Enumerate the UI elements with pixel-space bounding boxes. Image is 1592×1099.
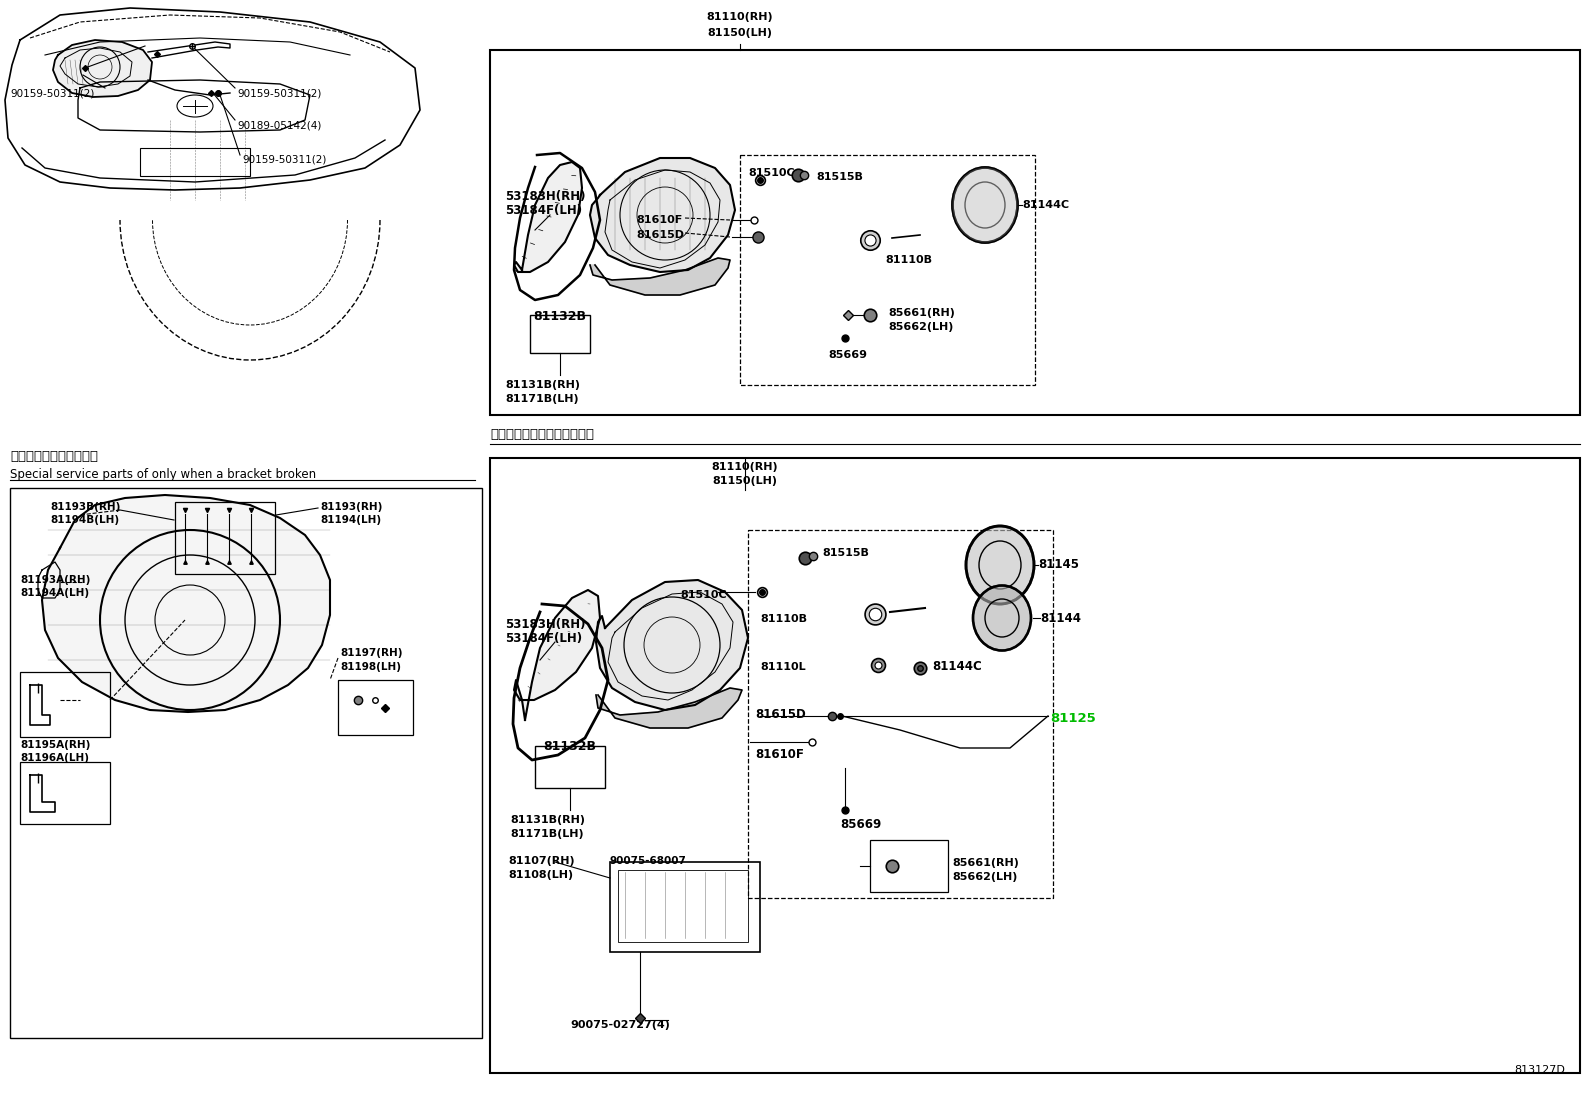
Text: 53183H(RH): 53183H(RH)	[505, 190, 586, 203]
Polygon shape	[41, 495, 330, 712]
Text: 81615D: 81615D	[635, 230, 685, 240]
Text: 90075-68007: 90075-68007	[610, 856, 686, 866]
Bar	[530, 315, 591, 353]
Text: 81150(LH): 81150(LH)	[713, 476, 777, 486]
Bar	[490, 49, 1579, 415]
Bar	[175, 502, 275, 574]
Polygon shape	[514, 590, 600, 720]
Text: 81610F: 81610F	[755, 748, 804, 761]
Text: 81144C: 81144C	[931, 660, 982, 673]
Text: 81196A(LH): 81196A(LH)	[21, 753, 89, 763]
Text: 81193A(RH): 81193A(RH)	[21, 575, 91, 585]
Text: 81171B(LH): 81171B(LH)	[505, 395, 578, 404]
Text: 81132B: 81132B	[533, 310, 586, 323]
Bar	[748, 530, 1052, 898]
Ellipse shape	[952, 167, 1017, 243]
Text: 81131B(RH): 81131B(RH)	[509, 815, 584, 825]
Bar	[140, 148, 250, 176]
Ellipse shape	[966, 526, 1033, 604]
Text: 81145: 81145	[1038, 558, 1079, 571]
Text: 813127D: 813127D	[1514, 1065, 1565, 1075]
Text: 81108(LH): 81108(LH)	[508, 870, 573, 880]
Polygon shape	[53, 40, 151, 97]
Text: Special service parts of only when a bracket broken: Special service parts of only when a bra…	[10, 468, 317, 481]
Polygon shape	[591, 158, 736, 271]
Text: 53184F(LH): 53184F(LH)	[505, 632, 583, 645]
Text: 81510C: 81510C	[680, 590, 726, 600]
Text: 81615D: 81615D	[755, 708, 806, 721]
Text: 90159-50311(2): 90159-50311(2)	[237, 88, 322, 98]
Text: 81610F: 81610F	[635, 215, 683, 225]
Bar	[21, 671, 110, 737]
Text: 81510C: 81510C	[748, 168, 794, 178]
Text: ディスチャージヘッドランプ: ディスチャージヘッドランプ	[490, 428, 594, 441]
Text: 81193B(RH): 81193B(RH)	[49, 502, 121, 512]
Text: 85661(RH): 85661(RH)	[952, 858, 1019, 868]
Text: 81107(RH): 81107(RH)	[508, 856, 575, 866]
Text: 81198(LH): 81198(LH)	[341, 662, 401, 671]
Text: 81131B(RH): 81131B(RH)	[505, 380, 579, 390]
Text: 90075-02727(4): 90075-02727(4)	[570, 1020, 670, 1030]
Text: 81194A(LH): 81194A(LH)	[21, 588, 89, 598]
Text: 85662(LH): 85662(LH)	[952, 872, 1017, 882]
Bar	[618, 870, 748, 942]
Text: 81197(RH): 81197(RH)	[341, 648, 403, 658]
Text: 81171B(LH): 81171B(LH)	[509, 829, 584, 839]
Text: 81110(RH): 81110(RH)	[707, 12, 774, 22]
Text: 90159-50311(2): 90159-50311(2)	[242, 155, 326, 165]
Bar	[740, 155, 1035, 385]
Polygon shape	[595, 580, 748, 710]
Text: 81125: 81125	[1051, 712, 1095, 725]
Text: 81110B: 81110B	[759, 614, 807, 624]
Text: 53184F(LH): 53184F(LH)	[505, 204, 583, 217]
Text: 81195A(RH): 81195A(RH)	[21, 740, 91, 750]
Bar	[10, 488, 482, 1037]
Text: 85662(LH): 85662(LH)	[888, 322, 954, 332]
Polygon shape	[591, 258, 731, 295]
Polygon shape	[514, 162, 583, 271]
Bar	[490, 458, 1579, 1073]
Text: 81194(LH): 81194(LH)	[320, 515, 380, 525]
Text: 車両取付部の補修用部品: 車両取付部の補修用部品	[10, 449, 99, 463]
Text: 81150(LH): 81150(LH)	[707, 27, 772, 38]
Bar	[535, 746, 605, 788]
Text: 81194B(LH): 81194B(LH)	[49, 515, 119, 525]
Bar	[869, 840, 947, 892]
Text: 81515B: 81515B	[817, 173, 863, 182]
Text: 81515B: 81515B	[821, 548, 869, 558]
Text: 81193(RH): 81193(RH)	[320, 502, 382, 512]
Bar	[21, 762, 110, 824]
Bar	[338, 680, 412, 735]
Text: 90189-05142(4): 90189-05142(4)	[237, 120, 322, 130]
Text: 81132B: 81132B	[543, 740, 597, 753]
Text: 85669: 85669	[828, 349, 868, 360]
Text: 81144C: 81144C	[1022, 200, 1070, 210]
Text: 53183H(RH): 53183H(RH)	[505, 618, 586, 631]
Ellipse shape	[973, 586, 1032, 651]
Text: 81110(RH): 81110(RH)	[712, 462, 778, 471]
Text: 81110B: 81110B	[885, 255, 931, 265]
Text: 90159-50311(2): 90159-50311(2)	[10, 88, 94, 98]
Bar	[610, 862, 759, 952]
Text: 85661(RH): 85661(RH)	[888, 308, 955, 318]
Polygon shape	[595, 688, 742, 728]
Text: 81110L: 81110L	[759, 662, 806, 671]
Text: 81144: 81144	[1040, 612, 1081, 625]
Text: 85669: 85669	[841, 818, 882, 831]
